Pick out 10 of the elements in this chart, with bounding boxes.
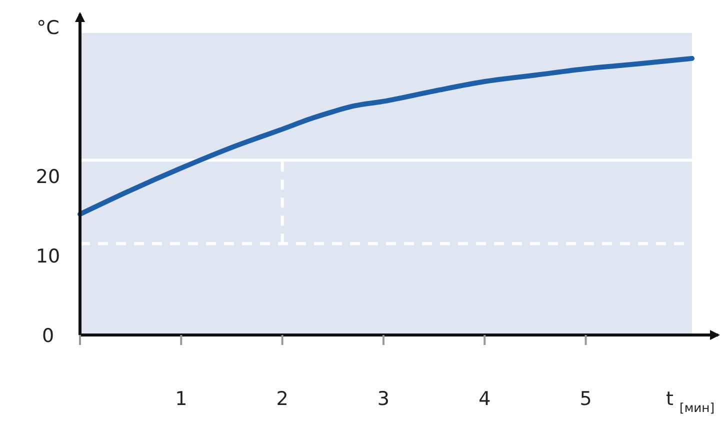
y-axis-title: °C	[36, 17, 60, 39]
y-tick-label: 10	[36, 246, 60, 268]
x-axis-title: t $_{[мин]}$	[666, 388, 715, 415]
x-tick-label: 5	[580, 388, 592, 410]
y-tick-label: 0	[42, 325, 54, 347]
y-tick-label: 20	[36, 166, 60, 188]
x-tick-label: 4	[478, 388, 491, 410]
x-tick-label: 3	[377, 388, 390, 410]
x-tick-label: 2	[276, 388, 288, 410]
x-tick-label: 1	[175, 388, 188, 410]
